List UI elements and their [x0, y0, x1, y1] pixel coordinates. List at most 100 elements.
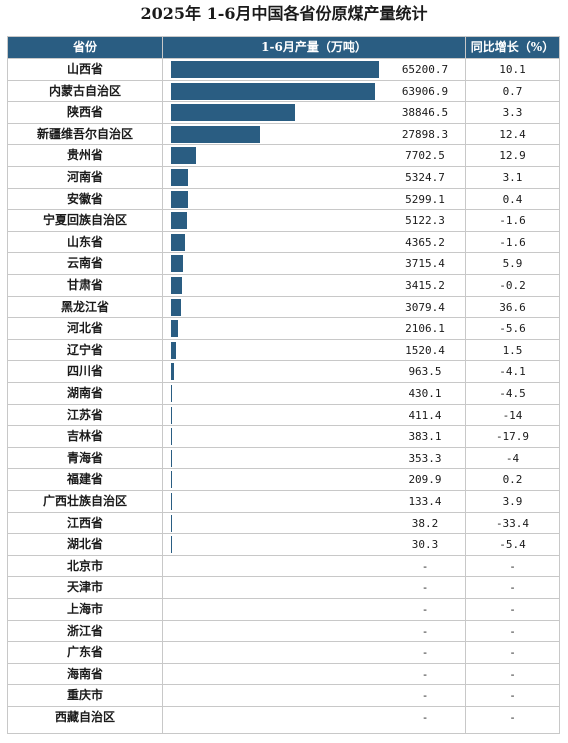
output-value: 383.1: [408, 430, 442, 444]
province-cell: 重庆市: [66, 688, 103, 703]
province-cell: 新疆维吾尔自治区: [36, 126, 133, 141]
table-row: 西藏自治区 - -: [8, 706, 559, 728]
growth-value: -0.2: [499, 279, 526, 292]
province-cell: 吉林省: [66, 429, 103, 444]
output-value: 4365.2: [405, 235, 445, 249]
province-cell: 广东省: [66, 645, 103, 660]
output-value: 353.3: [408, 451, 442, 465]
table-row: 云南省 3715.4 5.9: [8, 252, 559, 274]
output-value: 5299.1: [405, 192, 445, 206]
table-row: 上海市 - -: [8, 598, 559, 620]
table-row: 江西省 38.2 -33.4: [8, 511, 559, 534]
table-row: 湖北省 30.3 -5.4: [8, 533, 559, 555]
output-bar: [171, 536, 172, 554]
output-value: 133.4: [408, 495, 442, 508]
growth-value: -: [509, 581, 516, 595]
province-cell: 青海省: [66, 450, 103, 465]
table-row: 黑龙江省 3079.4 36.6: [8, 295, 559, 318]
table-row: 福建省 209.9 0.2: [8, 468, 559, 490]
output-bar: [171, 320, 178, 338]
output-bar: [171, 428, 173, 446]
province-cell: 山西省: [66, 62, 103, 76]
province-cell: 河北省: [66, 321, 103, 336]
output-value: 3415.2: [405, 279, 445, 292]
table-row: 辽宁省 1520.4 1.5: [8, 338, 559, 361]
output-value: -: [421, 559, 429, 573]
output-value: -: [421, 624, 429, 638]
output-bar: [171, 406, 173, 424]
output-value: -: [421, 603, 429, 616]
output-bar: [171, 514, 172, 532]
table-row: 宁夏回族自治区 5122.3 -1.6: [8, 209, 559, 231]
table-row: 海南省 - -: [8, 662, 559, 685]
growth-value: -5.6: [499, 322, 526, 336]
growth-value: 12.9: [499, 149, 526, 163]
province-cell: 四川省: [66, 364, 103, 379]
output-value: 2106.1: [405, 322, 445, 336]
growth-value: -33.4: [495, 516, 530, 530]
output-bar: [171, 190, 188, 208]
growth-value: 36.6: [499, 300, 526, 314]
province-cell: 湖北省: [66, 537, 103, 552]
growth-value: -: [509, 559, 516, 573]
growth-value: -17.9: [495, 430, 530, 444]
growth-value: -1.6: [499, 235, 526, 249]
column-divider: [465, 37, 466, 733]
output-value: -: [421, 689, 429, 703]
output-value: 30.3: [411, 538, 439, 552]
output-value: 38846.5: [401, 106, 449, 120]
table-row: 新疆维吾尔自治区 27898.3 12.4: [8, 122, 559, 145]
output-bar: [171, 298, 181, 316]
growth-value: 1.5: [502, 343, 523, 357]
growth-value: -4.5: [499, 387, 526, 400]
column-divider: [162, 37, 163, 733]
output-value: 7702.5: [405, 149, 445, 163]
growth-value: -4.1: [499, 365, 526, 379]
output-bar: [171, 82, 375, 100]
output-bar: [171, 233, 185, 251]
output-bar: [171, 125, 260, 143]
table-row: 河北省 2106.1 -5.6: [8, 317, 559, 339]
output-value: 411.4: [408, 408, 442, 422]
output-value: -: [421, 646, 429, 660]
output-bar: [171, 169, 188, 186]
table-row: 河南省 5324.7 3.1: [8, 166, 559, 188]
output-value: -: [421, 711, 429, 724]
province-cell: 安徽省: [66, 191, 103, 206]
output-value: 3715.4: [405, 257, 445, 271]
table-row: 北京市 - -: [8, 554, 559, 577]
output-value: -: [421, 581, 429, 595]
growth-value: 5.9: [502, 257, 523, 271]
output-value: 209.9: [408, 473, 442, 487]
output-value: 63906.9: [401, 84, 449, 98]
table-row: 山西省 65200.7 10.1: [8, 58, 559, 80]
output-value: 1520.4: [405, 343, 445, 357]
province-cell: 江苏省: [66, 407, 103, 422]
province-cell: 浙江省: [66, 623, 103, 638]
table-row: 重庆市 - -: [8, 684, 559, 706]
output-value: 27898.3: [401, 127, 449, 141]
growth-value: 3.1: [502, 171, 523, 184]
header-growth: 同比增长（%）: [470, 40, 555, 54]
output-bar: [171, 471, 172, 489]
output-value: 3079.4: [405, 300, 445, 314]
growth-value: -14: [502, 408, 523, 422]
table-row: 浙江省 - -: [8, 619, 559, 642]
output-value: -: [421, 667, 429, 681]
output-bar: [171, 277, 182, 294]
output-value: 38.2: [411, 516, 439, 530]
chart-title: 2025年 1-6月中国各省份原煤产量统计: [140, 4, 428, 23]
growth-value: -: [509, 667, 516, 681]
output-value: 5324.7: [405, 171, 445, 184]
province-cell: 甘肃省: [66, 278, 103, 292]
province-cell: 上海市: [66, 602, 103, 616]
growth-value: -4: [505, 451, 520, 465]
growth-value: 3.9: [502, 495, 523, 508]
growth-value: -: [509, 603, 516, 616]
output-value: 65200.7: [401, 63, 449, 76]
output-value: 430.1: [408, 387, 442, 400]
output-bar: [171, 449, 173, 467]
province-cell: 陕西省: [66, 105, 103, 120]
output-bar: [171, 147, 196, 165]
province-cell: 黑龙江省: [60, 299, 109, 314]
